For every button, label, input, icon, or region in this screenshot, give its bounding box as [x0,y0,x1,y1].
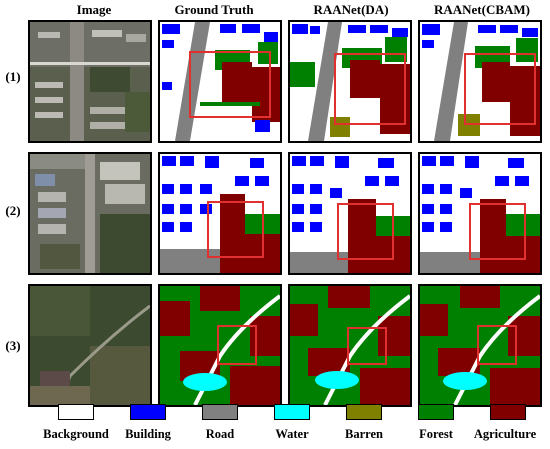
column-header-ground-truth: Ground Truth [174,2,254,17]
row3-raanet-cbam [418,284,542,407]
legend-label-background: Background [43,427,109,441]
legend-label-road: Road [205,427,235,441]
legend-swatch-barren [346,404,382,420]
legend-swatch-water [274,404,310,420]
row2-ground-truth [158,152,282,275]
row3-ground-truth [158,284,282,407]
row2-satellite-image [28,152,152,275]
row2-raanet-da [288,152,412,275]
column-header-raanet-cbam: RAANet(CBAM) [433,2,531,17]
legend-swatch-road [202,404,238,420]
column-header-raanet-da: RAANet(DA) [313,2,389,17]
row3-satellite-image [28,284,152,407]
legend-label-forest: Forest [419,427,453,441]
row1-ground-truth [158,20,282,143]
legend-swatch-background [58,404,94,420]
legend-swatch-agriculture [490,404,526,420]
row3-raanet-da [288,284,412,407]
row1-satellite-image [28,20,152,143]
legend-label-agriculture: Agriculture [473,427,537,441]
row-label-1: (1) [5,69,21,84]
legend-label-building: Building [125,427,171,441]
row-label-3: (3) [5,338,21,353]
row1-raanet-cbam [418,20,542,143]
legend-label-water: Water [275,427,309,441]
legend-swatch-forest [418,404,454,420]
row-label-2: (2) [5,203,21,218]
row1-raanet-da [288,20,412,143]
column-header-image: Image [76,2,112,17]
row2-raanet-cbam [418,152,542,275]
legend-swatch-building [130,404,166,420]
legend-label-barren: Barren [345,427,383,441]
